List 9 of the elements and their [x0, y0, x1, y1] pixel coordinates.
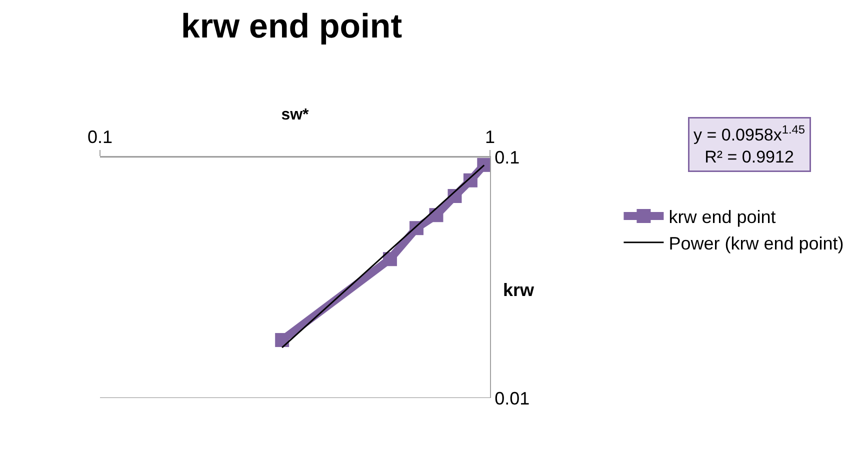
legend-label: Power (krw end point) [668, 233, 844, 254]
x-tick-label: 1 [484, 126, 496, 147]
y-axis-title: krw [503, 280, 536, 300]
x-axis-title: sw* [281, 106, 310, 124]
chart-title: krw end point [181, 8, 402, 46]
text: R² = 0.9912 [704, 148, 794, 167]
text: y = 0.0958x$^{1.45}$ [694, 122, 806, 145]
y-tick-label: 0.01 [494, 388, 530, 408]
legend-label: krw end point [668, 207, 776, 228]
